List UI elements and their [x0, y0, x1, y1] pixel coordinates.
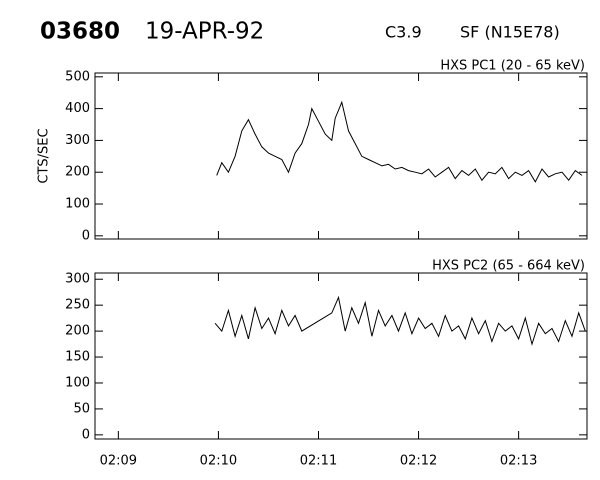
x-tick-label: 02:12 — [400, 454, 437, 469]
panel-title: HXS PC1 (20 - 65 keV) — [440, 59, 585, 74]
goes-class: C3.9 — [385, 23, 422, 42]
y-tick-label: 0 — [82, 427, 90, 442]
y-tick-label: 300 — [65, 272, 90, 287]
y-tick-label: 250 — [65, 298, 90, 313]
y-tick-label: 300 — [65, 133, 90, 148]
y-tick-label: 400 — [65, 101, 90, 116]
y-tick-label: 200 — [65, 165, 90, 180]
plot-frame — [94, 272, 588, 440]
flare-location: SF (N15E78) — [460, 23, 560, 42]
y-tick-label: 500 — [65, 69, 90, 84]
panel-title: HXS PC2 (65 - 664 keV) — [432, 259, 585, 274]
y-tick-label: 100 — [65, 197, 90, 212]
x-tick-label: 02:10 — [200, 454, 237, 469]
y-tick-label: 100 — [65, 375, 90, 390]
plot-frame — [94, 72, 588, 240]
y-tick-label: 200 — [65, 324, 90, 339]
event-date: 19-APR-92 — [145, 19, 264, 45]
x-tick-label: 02:11 — [300, 454, 337, 469]
y-tick-label: 0 — [82, 228, 90, 243]
data-line — [216, 100, 583, 183]
data-line — [214, 295, 586, 346]
event-id: 03680 — [40, 19, 120, 45]
y-axis-label: CTS/SEC — [37, 128, 52, 183]
y-tick-label: 150 — [65, 350, 90, 365]
y-tick-label: 50 — [73, 401, 90, 416]
x-tick-label: 02:13 — [500, 454, 537, 469]
x-tick-label: 02:09 — [100, 454, 137, 469]
